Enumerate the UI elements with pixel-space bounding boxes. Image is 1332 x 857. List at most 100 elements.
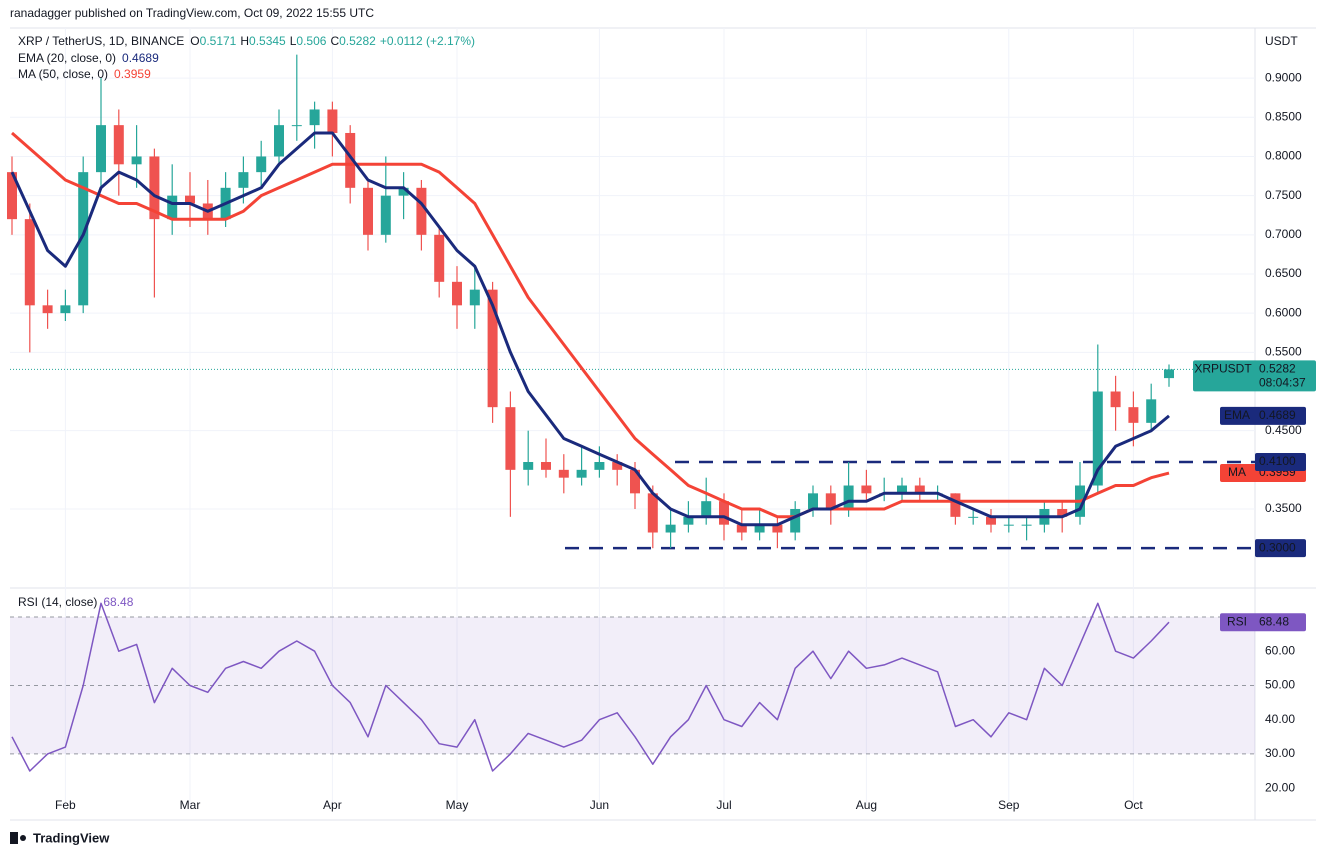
ohlc-letter: C bbox=[330, 34, 339, 48]
candle-body bbox=[256, 156, 267, 173]
candle-body bbox=[113, 125, 124, 165]
rsi-tag-value: 68.48 bbox=[1259, 614, 1289, 628]
ohlc-value: 0.5171 bbox=[200, 34, 237, 48]
legend-rsi: RSI (14, close) 68.48 bbox=[18, 595, 134, 609]
candle-body bbox=[78, 172, 89, 306]
candle-body bbox=[131, 156, 142, 165]
candle-body bbox=[719, 501, 729, 525]
ohlc-value: 0.506 bbox=[296, 34, 326, 48]
candle-body bbox=[380, 195, 391, 235]
candle-body bbox=[968, 516, 979, 518]
indicator-tag-name: MA bbox=[1228, 465, 1246, 479]
candle-body bbox=[808, 493, 818, 510]
rsi-band bbox=[10, 616, 1255, 754]
candle-body bbox=[60, 305, 71, 314]
candle-body bbox=[452, 281, 462, 306]
candle-body bbox=[647, 493, 658, 533]
y-tick-label: 0.9000 bbox=[1265, 70, 1302, 84]
x-tick-label: Feb bbox=[55, 798, 76, 812]
y-axis-label: USDT bbox=[1265, 34, 1298, 48]
x-tick-label: Oct bbox=[1124, 798, 1143, 812]
candle-body bbox=[914, 485, 925, 494]
candle-body bbox=[274, 125, 284, 157]
footer: TradingView bbox=[33, 830, 110, 845]
candle-body bbox=[736, 524, 747, 533]
candle-body bbox=[772, 524, 783, 533]
indicator-name: EMA (20, close, 0) bbox=[18, 51, 116, 65]
level-tag bbox=[1255, 453, 1306, 472]
countdown: 08:04:37 bbox=[1259, 376, 1306, 390]
candle-body bbox=[897, 485, 907, 494]
indicator-tag-name: EMA bbox=[1224, 408, 1250, 422]
y-tick-label: 0.4500 bbox=[1265, 423, 1302, 437]
rsi-line bbox=[11, 602, 1170, 772]
candle-body bbox=[665, 524, 676, 533]
rsi-tag bbox=[1220, 613, 1306, 632]
candle-body bbox=[185, 195, 195, 204]
candle-body bbox=[541, 462, 551, 470]
candle-body bbox=[986, 516, 996, 525]
rsi-name: RSI (14, close) bbox=[18, 595, 97, 609]
header: ranadagger published on TradingView.com,… bbox=[10, 6, 374, 20]
level-tag bbox=[1255, 539, 1306, 558]
candle-body bbox=[861, 485, 872, 494]
candle-body bbox=[42, 305, 53, 314]
candle-body bbox=[1003, 524, 1014, 526]
candle-body bbox=[434, 234, 445, 282]
rsi-tick-label: 20.00 bbox=[1265, 780, 1295, 794]
indicator-tag bbox=[1220, 406, 1306, 425]
candle-body bbox=[345, 132, 356, 188]
candle-body bbox=[24, 219, 35, 306]
candle-body bbox=[487, 289, 498, 408]
candle-body bbox=[96, 125, 106, 173]
candle-body bbox=[754, 524, 765, 533]
y-tick-label: 0.7500 bbox=[1265, 188, 1302, 202]
indicator-value: 0.3959 bbox=[114, 67, 151, 81]
candle-body bbox=[363, 187, 373, 235]
rsi-tick-label: 30.00 bbox=[1265, 746, 1295, 760]
rsi-value: 68.48 bbox=[103, 595, 133, 609]
x-tick-label: May bbox=[446, 798, 469, 812]
rsi-tick-label: 50.00 bbox=[1265, 678, 1295, 692]
candle-body bbox=[1128, 407, 1139, 423]
candle-body bbox=[523, 462, 534, 470]
rsi-tag-name: RSI bbox=[1227, 614, 1247, 628]
footer-logo: TradingView bbox=[10, 830, 110, 845]
legend-main: XRP / TetherUS, 1D, BINANCE O0.5171 H0.534… bbox=[18, 34, 475, 48]
x-tick-label: Apr bbox=[323, 798, 342, 812]
candle-body bbox=[416, 187, 427, 235]
change: +0.0112 (+2.17%) bbox=[380, 34, 475, 48]
x-tick-label: Jun bbox=[590, 798, 609, 812]
indicator-tag-value: 0.4689 bbox=[1259, 408, 1296, 422]
legend-indicator: EMA (20, close, 0) 0.4689 bbox=[18, 51, 159, 65]
y-tick-label: 0.5500 bbox=[1265, 345, 1302, 359]
candle-body bbox=[1164, 369, 1174, 379]
ohlc-value: 0.5345 bbox=[249, 34, 286, 48]
candle-body bbox=[291, 125, 302, 127]
candle-body bbox=[683, 516, 694, 525]
y-tick-label: 0.6500 bbox=[1265, 266, 1302, 280]
candle-body bbox=[630, 469, 640, 494]
candle-body bbox=[843, 485, 854, 510]
candle-body bbox=[950, 493, 961, 517]
legend-indicator: MA (50, close, 0) 0.3959 bbox=[18, 67, 151, 81]
indicator-line bbox=[11, 131, 1170, 519]
indicator-value: 0.4689 bbox=[122, 51, 159, 65]
candle-body bbox=[505, 407, 516, 470]
candle-body bbox=[825, 493, 836, 510]
candle-body bbox=[327, 109, 338, 133]
candle-body bbox=[558, 469, 569, 478]
candle-body bbox=[594, 462, 605, 470]
x-tick-label: Aug bbox=[856, 798, 877, 812]
candle-body bbox=[701, 501, 712, 517]
candle-body bbox=[1146, 399, 1157, 423]
y-tick-label: 0.6000 bbox=[1265, 305, 1302, 319]
ohlc-letter: L bbox=[290, 34, 297, 48]
candle-body bbox=[309, 109, 320, 126]
symbol: XRP / TetherUS, 1D, BINANCE bbox=[18, 34, 184, 48]
candle-body bbox=[238, 172, 249, 188]
level-tag-value: 0.3000 bbox=[1259, 540, 1296, 554]
ohlc-letter: O bbox=[190, 34, 199, 48]
candle-body bbox=[167, 195, 178, 220]
